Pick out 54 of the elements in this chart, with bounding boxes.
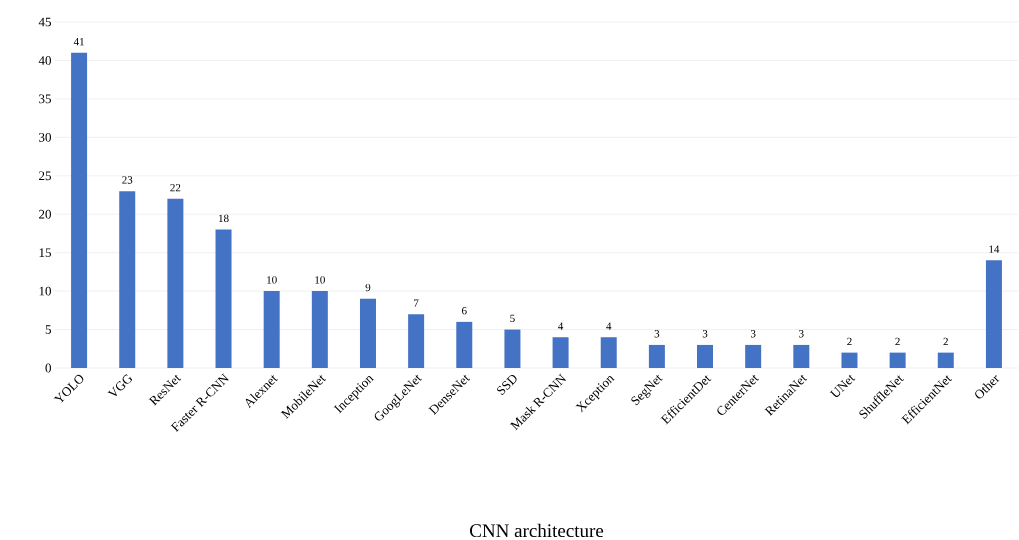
y-tick-label: 10 [39,286,51,296]
data-label: 3 [702,329,708,338]
bar [71,52,88,368]
x-tick-label: UNet [829,374,856,397]
x-axis-title: CNN architecture [470,523,604,537]
data-label: 2 [895,337,900,345]
y-tick-label: 30 [39,132,51,142]
y-tick-label: 5 [45,325,51,334]
data-label: 3 [750,329,756,338]
data-label: 14 [989,245,1000,253]
bar [841,352,858,368]
data-label: 3 [654,329,660,338]
data-label: 10 [315,275,325,284]
y-tick-label: 20 [39,209,51,219]
y-tick-label: 25 [39,171,51,180]
data-label: 6 [462,306,467,315]
bar [408,313,425,368]
data-label: 23 [122,176,133,184]
bar [937,352,954,368]
bar [311,290,328,368]
data-label: 5 [510,314,515,322]
y-tick-label: 15 [39,248,51,257]
bar [119,190,136,368]
data-label: 2 [943,337,948,345]
bar [648,344,665,368]
y-tick-label: 45 [38,17,51,27]
data-label: 2 [847,337,852,345]
y-tick-label: 40 [38,55,51,65]
x-tick-label: SSD [497,374,517,395]
data-label: 9 [365,283,371,292]
y-tick-label: 0 [45,363,51,373]
bar [504,329,521,368]
bar [215,229,232,368]
bar [359,298,376,368]
data-label: 4 [558,322,564,330]
data-label: 22 [170,183,181,192]
bar [793,344,810,368]
data-label: 3 [799,329,804,338]
data-label: 4 [606,322,612,330]
bar [697,344,714,368]
bar [600,337,617,368]
data-label: 41 [73,37,84,46]
bar [745,344,762,368]
data-label: 10 [267,275,277,284]
bar [985,260,1002,368]
bar [552,337,569,368]
data-label: 7 [414,299,419,307]
bar [263,290,280,368]
bar [456,321,473,368]
bar [167,198,184,368]
x-tick-label: VGG [107,374,133,396]
data-label: 18 [219,214,229,222]
y-tick-label: 35 [39,94,51,104]
bar [889,352,906,368]
